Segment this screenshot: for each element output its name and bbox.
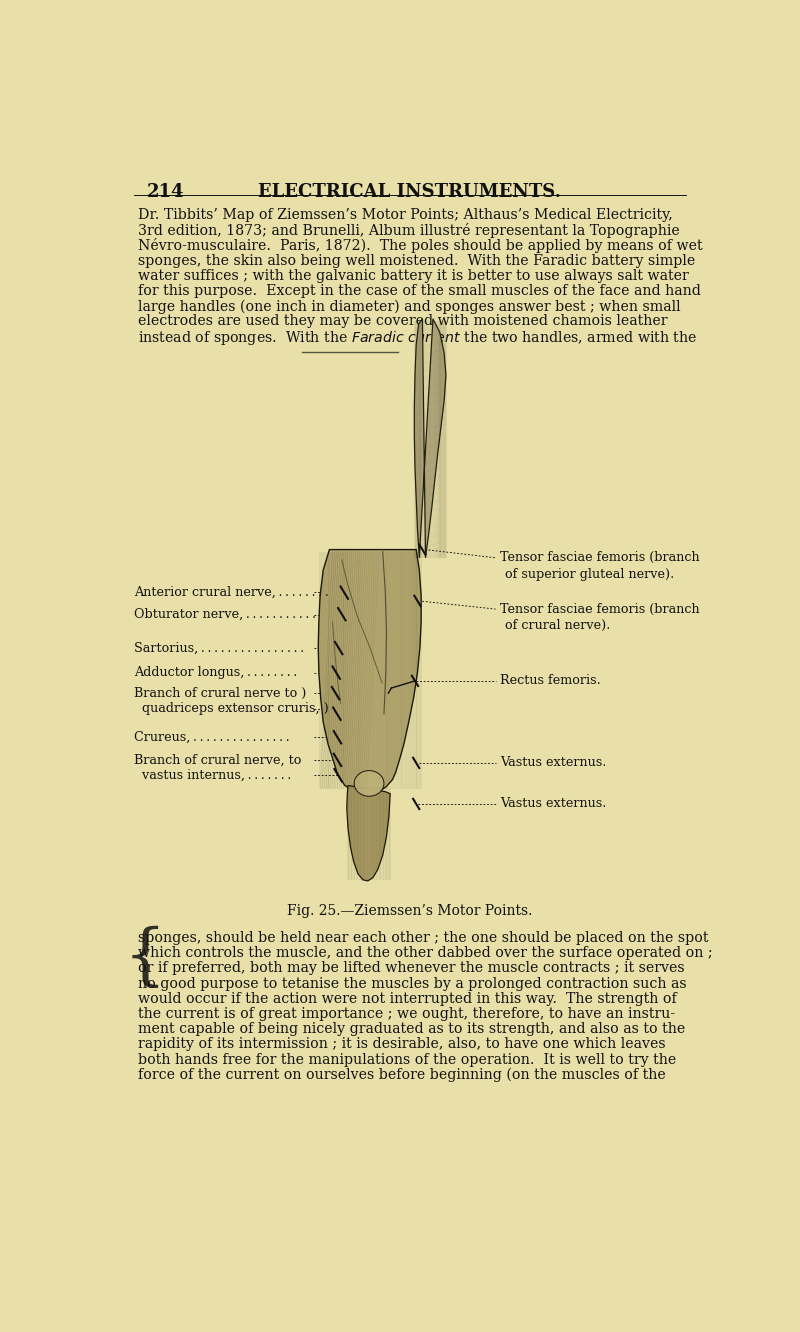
Text: no good purpose to tetanise the muscles by a prolonged contraction such as: no good purpose to tetanise the muscles … <box>138 976 687 991</box>
Text: would occur if the action were not interrupted in this way.  The strength of: would occur if the action were not inter… <box>138 992 677 1006</box>
Text: Branch of crural nerve to ): Branch of crural nerve to ) <box>134 687 306 699</box>
Text: large handles (one inch in diameter) and sponges answer best ; when small: large handles (one inch in diameter) and… <box>138 300 681 313</box>
Text: Fig. 25.—Ziemssen’s Motor Points.: Fig. 25.—Ziemssen’s Motor Points. <box>287 903 533 918</box>
Text: Sartorius, . . . . . . . . . . . . . . . .: Sartorius, . . . . . . . . . . . . . . .… <box>134 642 304 654</box>
Text: for this purpose.  Except in the case of the small muscles of the face and hand: for this purpose. Except in the case of … <box>138 284 702 298</box>
Text: Obturator nerve, . . . . . . . . . . .: Obturator nerve, . . . . . . . . . . . <box>134 609 316 621</box>
Text: Tensor fasciae femoris (branch: Tensor fasciae femoris (branch <box>500 602 699 615</box>
Text: the current is of great importance ; we ought, therefore, to have an instru-: the current is of great importance ; we … <box>138 1007 675 1022</box>
Text: Anterior crural nerve, . . . . . . . .: Anterior crural nerve, . . . . . . . . <box>134 586 329 598</box>
Text: sponges, the skin also being well moistened.  With the Faradic battery simple: sponges, the skin also being well moiste… <box>138 253 696 268</box>
Text: 214: 214 <box>146 184 184 201</box>
Text: water suffices ; with the galvanic battery it is better to use always salt water: water suffices ; with the galvanic batte… <box>138 269 689 282</box>
Text: electrodes are used they may be covered with moistened chamois leather: electrodes are used they may be covered … <box>138 314 668 328</box>
Text: Crureus, . . . . . . . . . . . . . . .: Crureus, . . . . . . . . . . . . . . . <box>134 731 290 743</box>
Polygon shape <box>346 786 390 880</box>
Text: Vastus externus.: Vastus externus. <box>500 757 606 770</box>
Text: {: { <box>123 926 166 991</box>
Text: of superior gluteal nerve).: of superior gluteal nerve). <box>505 567 674 581</box>
Text: or if preferred, both may be lifted whenever the muscle contracts ; it serves: or if preferred, both may be lifted when… <box>138 962 685 975</box>
Text: Tensor fasciae femoris (branch: Tensor fasciae femoris (branch <box>500 551 699 565</box>
Text: Névro-musculaire.  Paris, 1872).  The poles should be applied by means of wet: Névro-musculaire. Paris, 1872). The pole… <box>138 238 703 253</box>
Text: both hands free for the manipulations of the operation.  It is well to try the: both hands free for the manipulations of… <box>138 1052 677 1067</box>
Text: Rectus femoris.: Rectus femoris. <box>500 674 601 687</box>
Text: 3rd edition, 1873; and Brunelli, Album illustré representant la Topographie: 3rd edition, 1873; and Brunelli, Album i… <box>138 224 680 238</box>
Text: Branch of crural nerve, to: Branch of crural nerve, to <box>134 754 302 766</box>
Text: force of the current on ourselves before beginning (on the muscles of the: force of the current on ourselves before… <box>138 1068 666 1082</box>
Text: of crural nerve).: of crural nerve). <box>505 619 610 631</box>
Text: Vastus externus.: Vastus externus. <box>500 798 606 810</box>
Text: rapidity of its intermission ; it is desirable, also, to have one which leaves: rapidity of its intermission ; it is des… <box>138 1038 666 1051</box>
Polygon shape <box>318 550 421 794</box>
Polygon shape <box>414 318 446 558</box>
Text: Adductor longus, . . . . . . . .: Adductor longus, . . . . . . . . <box>134 666 298 679</box>
Text: vastus internus, . . . . . . .: vastus internus, . . . . . . . <box>134 769 291 782</box>
Text: ELECTRICAL INSTRUMENTS.: ELECTRICAL INSTRUMENTS. <box>258 184 562 201</box>
Text: ment capable of being nicely graduated as to its strength, and also as to the: ment capable of being nicely graduated a… <box>138 1022 686 1036</box>
Text: sponges, should be held near each other ; the one should be placed on the spot: sponges, should be held near each other … <box>138 931 709 946</box>
Ellipse shape <box>354 771 384 797</box>
Text: quadriceps extensor cruris, ): quadriceps extensor cruris, ) <box>134 702 329 715</box>
Text: Dr. Tibbits’ Map of Ziemssen’s Motor Points; Althaus’s Medical Electricity,: Dr. Tibbits’ Map of Ziemssen’s Motor Poi… <box>138 208 673 222</box>
Text: which controls the muscle, and the other dabbed over the surface operated on ;: which controls the muscle, and the other… <box>138 946 713 960</box>
Text: instead of sponges.  With the $\it{Faradic\ current}$ the two handles, armed wit: instead of sponges. With the $\it{Faradi… <box>138 329 698 348</box>
